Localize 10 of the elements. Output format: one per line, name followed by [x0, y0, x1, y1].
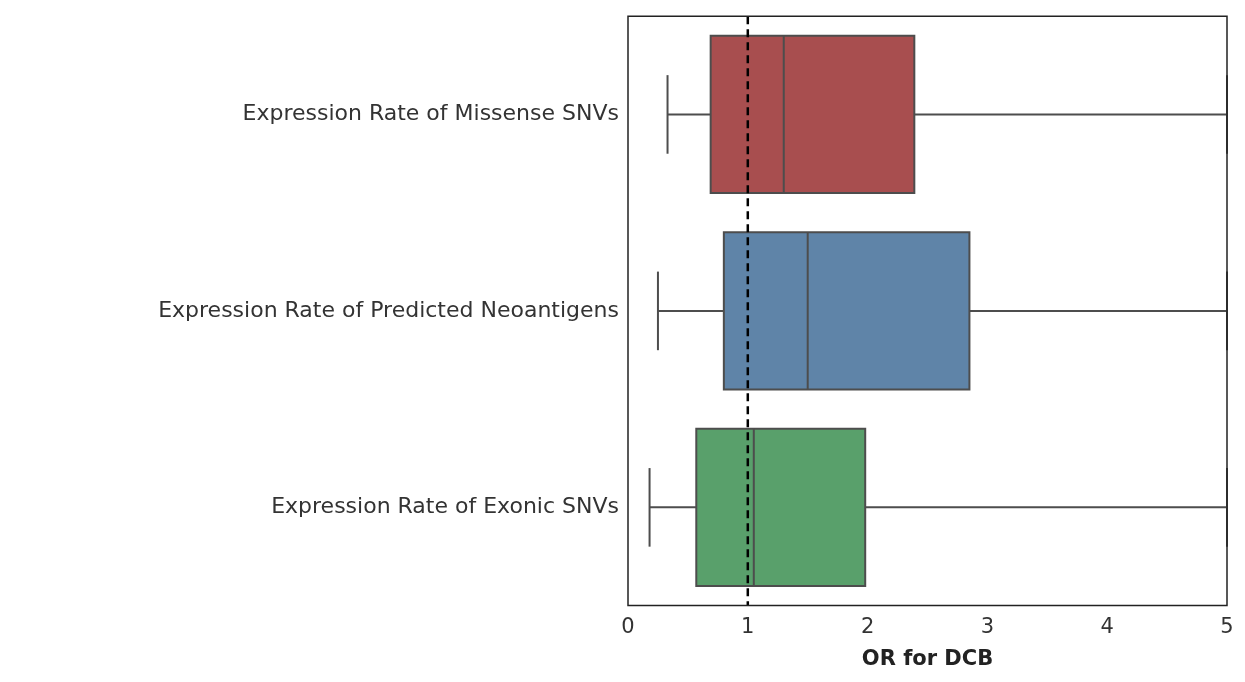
x-tick-label: 1 [741, 613, 755, 638]
x-tick-label: 5 [1220, 613, 1234, 638]
y-tick-label: Expression Rate of Missense SNVs [242, 100, 619, 126]
x-tick-label: 3 [980, 613, 995, 638]
x-axis-title: OR for DCB [861, 645, 994, 670]
y-tick-label: Expression Rate of Exonic SNVs [271, 493, 619, 519]
x-tick-label: 4 [1100, 613, 1114, 638]
x-tick-label: 2 [860, 613, 875, 638]
y-tick-label: Expression Rate of Predicted Neoantigens [158, 296, 619, 322]
x-tick-label: 0 [621, 613, 635, 638]
